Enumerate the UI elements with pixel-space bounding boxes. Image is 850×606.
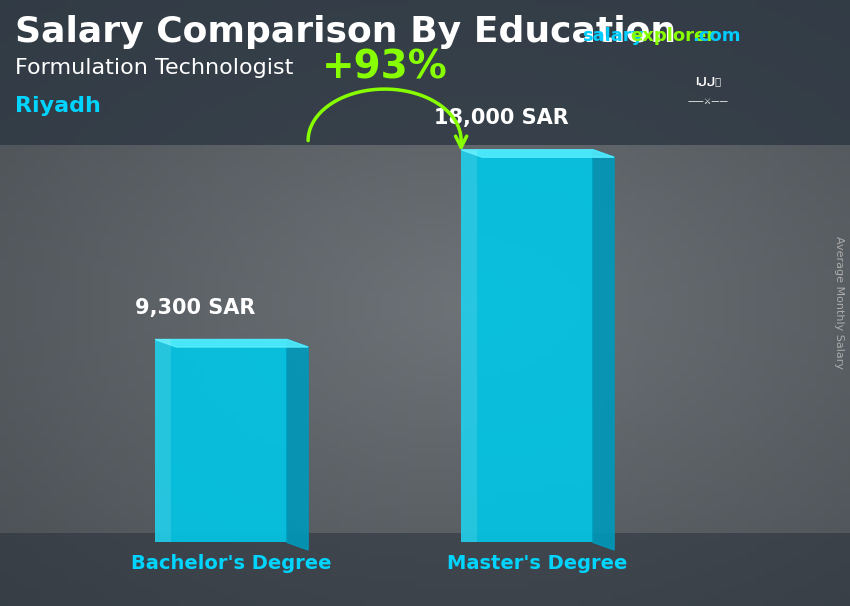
- Bar: [156, 339, 171, 542]
- Text: +93%: +93%: [322, 48, 447, 86]
- Text: Salary Comparison By Education: Salary Comparison By Education: [15, 15, 677, 49]
- Bar: [461, 150, 592, 542]
- Text: .com: .com: [692, 27, 740, 45]
- Polygon shape: [286, 339, 308, 550]
- Bar: [461, 150, 477, 542]
- Polygon shape: [592, 150, 614, 550]
- Text: salary: salary: [582, 27, 643, 45]
- Text: ——⚔——: ——⚔——: [687, 97, 728, 106]
- Text: Master's Degree: Master's Degree: [447, 554, 628, 573]
- Text: Riyadh: Riyadh: [15, 96, 101, 116]
- Text: 18,000 SAR: 18,000 SAR: [434, 108, 569, 128]
- Text: اللہ: اللہ: [694, 76, 721, 86]
- Text: explorer: explorer: [631, 27, 716, 45]
- Text: Average Monthly Salary: Average Monthly Salary: [834, 236, 844, 370]
- Bar: [0, 533, 850, 606]
- Bar: [156, 339, 286, 542]
- Text: Formulation Technologist: Formulation Technologist: [15, 58, 294, 78]
- Polygon shape: [156, 339, 308, 347]
- Text: Bachelor's Degree: Bachelor's Degree: [132, 554, 332, 573]
- Bar: [0, 0, 850, 145]
- Text: 9,300 SAR: 9,300 SAR: [135, 298, 256, 318]
- Polygon shape: [461, 150, 614, 157]
